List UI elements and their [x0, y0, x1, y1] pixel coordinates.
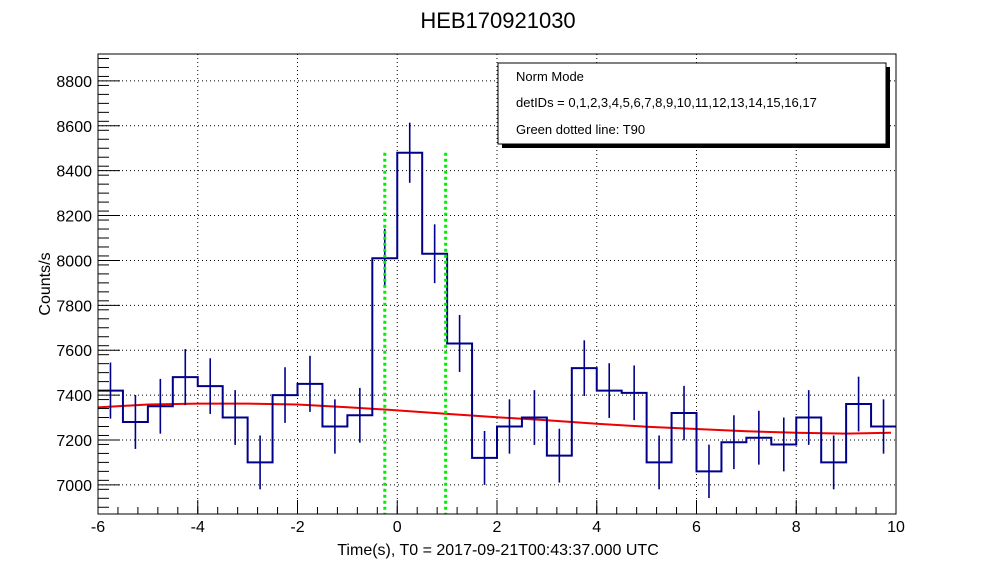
y-tick-label: 8600 — [56, 119, 92, 136]
t90-markers — [383, 152, 448, 514]
fit-curve — [97, 402, 892, 435]
legend-line-t90: Green dotted line: T90 — [516, 122, 645, 137]
y-tick-label: 7000 — [56, 478, 92, 495]
x-tick-label: 0 — [393, 519, 402, 536]
x-tick-label: -2 — [290, 519, 304, 536]
y-tick-label: 7600 — [56, 343, 92, 360]
x-tick-label: -4 — [191, 519, 205, 536]
y-tick-label: 8000 — [56, 253, 92, 270]
legend-box — [497, 62, 887, 145]
x-tick-label: 2 — [493, 519, 502, 536]
y-axis-title: Counts/s — [37, 252, 54, 315]
y-tick-label: 8800 — [56, 74, 92, 91]
y-tick-label: 7800 — [56, 298, 92, 315]
legend-line-detids: detIDs = 0,1,2,3,4,5,6,7,8,9,10,11,12,13… — [516, 95, 817, 110]
x-tick-label: 6 — [692, 519, 701, 536]
x-axis-title: Time(s), T0 = 2017-09-21T00:43:37.000 UT… — [337, 542, 659, 559]
histogram — [98, 122, 896, 499]
background-fit — [97, 402, 892, 435]
chart-title: HEB170921030 — [420, 8, 575, 33]
x-tick-label: 8 — [792, 519, 801, 536]
axes: -6 -4 -2 0 2 4 6 8 10 7000 7200 7400 7600 7800 8000 820… — [56, 57, 905, 536]
x-tick-label: -6 — [91, 519, 105, 536]
x-tick-label: 10 — [887, 519, 905, 536]
legend: Norm Mode detIDs = 0,1,2,3,4,5,6,7,8,9,1… — [497, 62, 890, 148]
y-tick-label: 7200 — [56, 433, 92, 450]
histogram-steps — [98, 151, 896, 473]
legend-line-mode: Norm Mode — [516, 69, 584, 84]
x-tick-label: 4 — [592, 519, 601, 536]
y-tick-label: 7400 — [56, 388, 92, 405]
y-tick-label: 8200 — [56, 209, 92, 226]
y-tick-label: 8400 — [56, 164, 92, 181]
